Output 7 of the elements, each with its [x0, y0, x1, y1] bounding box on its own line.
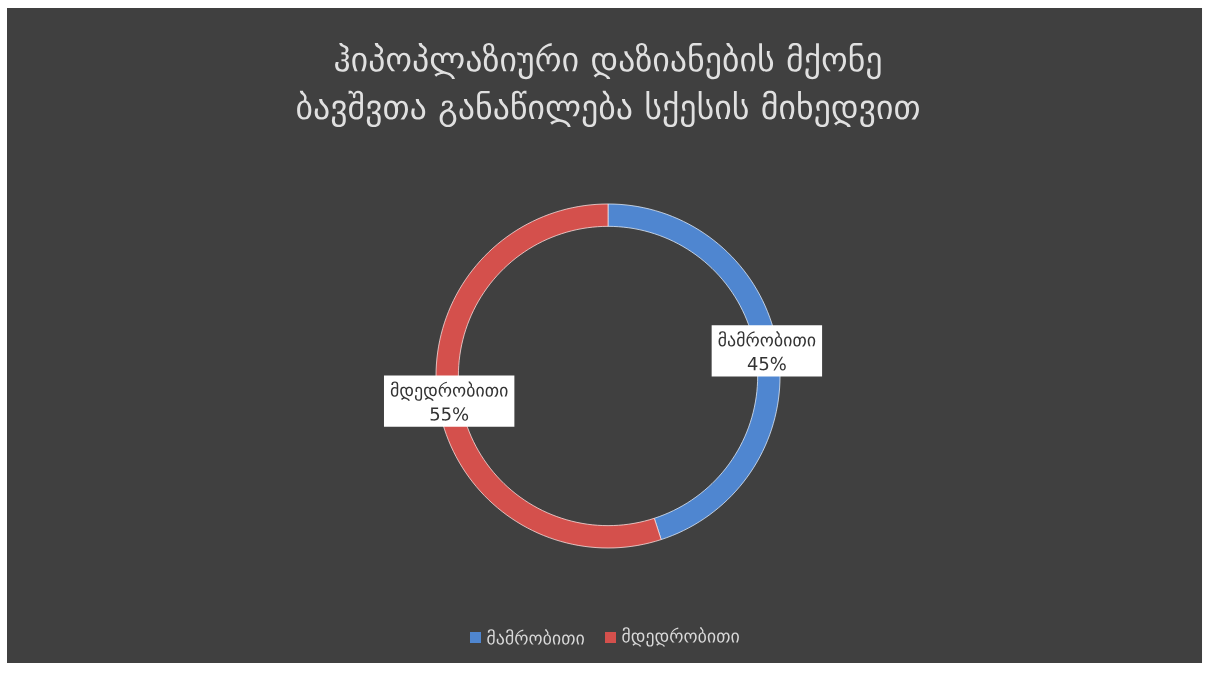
chart-title: ჰიპოპლაზიური დაზიანების მქონე ბავშვთა განაწილება სქესის მიხედვით: [297, 42, 919, 128]
data-label: 55%: [430, 407, 469, 421]
data-label: 45%: [747, 356, 786, 371]
legend-label: მდედრობითი: [622, 627, 739, 647]
legend-label: მამრობითი: [487, 629, 584, 645]
slice-label: მამრობითი: [718, 331, 816, 347]
slice-label: მდედრობითი: [390, 381, 508, 401]
